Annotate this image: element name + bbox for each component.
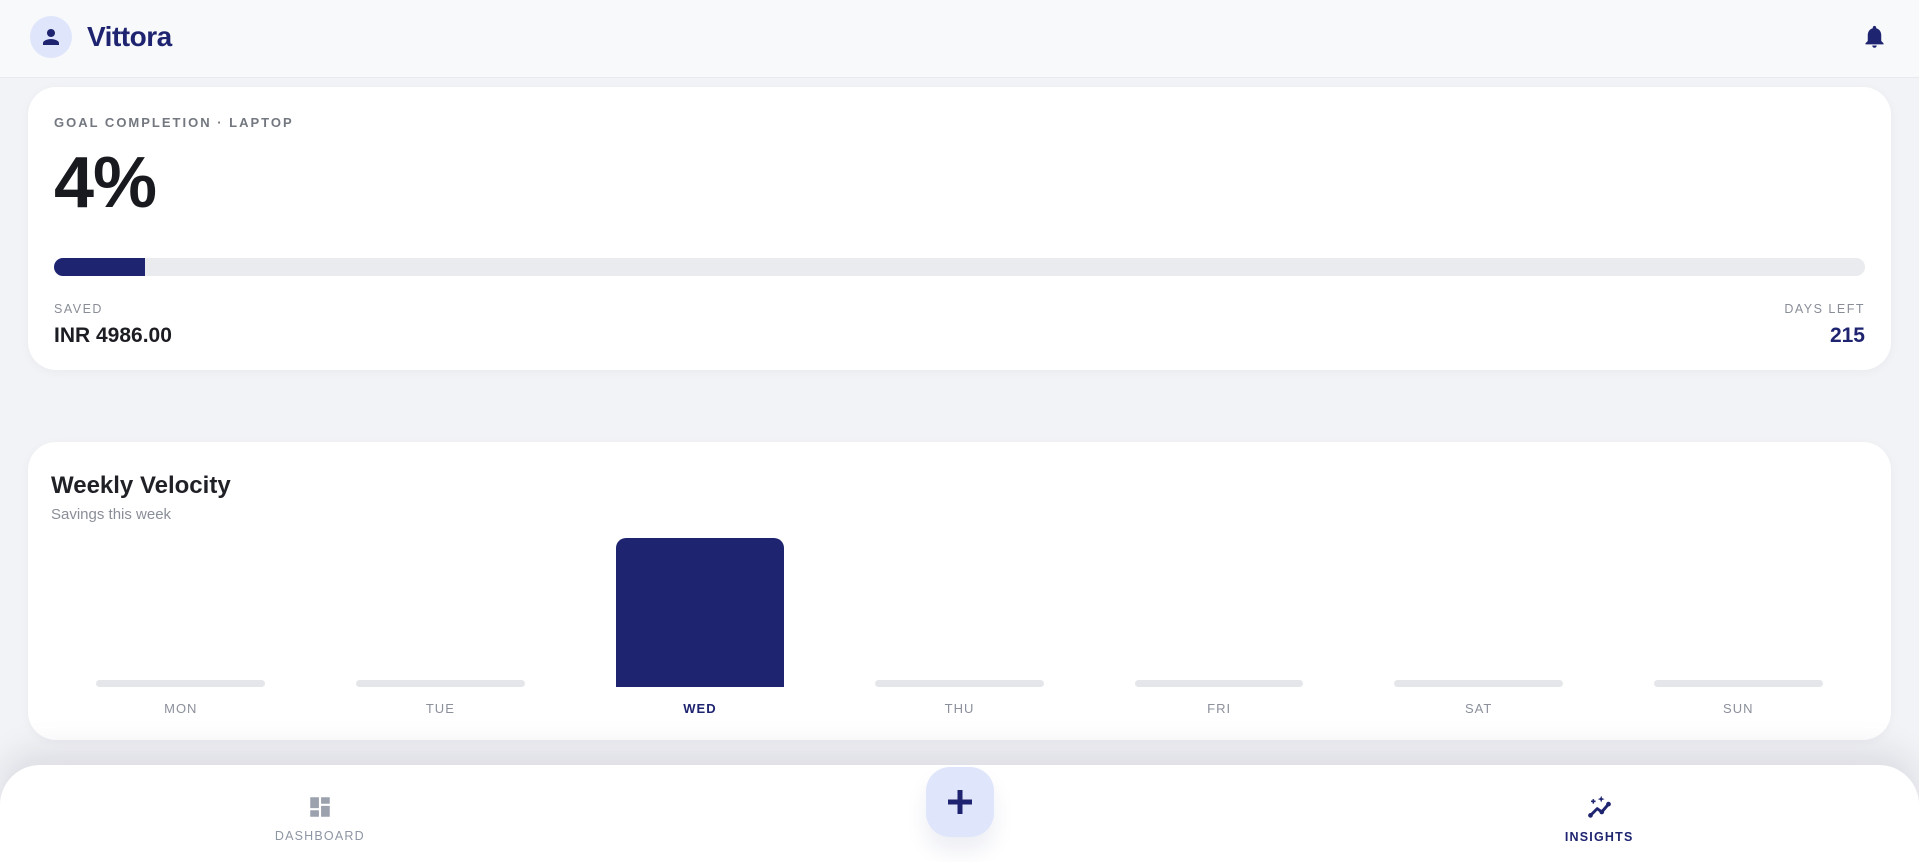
zero-baseline-bar [356, 680, 525, 687]
saved-value: INR 4986.00 [54, 324, 172, 347]
chart-x-label: TUE [425, 701, 455, 716]
plus-icon [942, 784, 978, 820]
notifications-button[interactable] [1860, 23, 1888, 51]
main-content: GOAL COMPLETION · LAPTOP 4% SAVED INR 49… [0, 87, 1919, 740]
chart-column: SAT [1349, 537, 1609, 716]
goal-percent-value: 4% [54, 143, 157, 223]
insights-icon [1586, 794, 1613, 821]
days-left-stat: DAYS LEFT 215 [1784, 302, 1865, 348]
profile-avatar[interactable] [30, 15, 72, 58]
bar-zone [1089, 537, 1349, 687]
saved-stat: SAVED INR 4986.00 [54, 302, 172, 348]
chart-x-label: SAT [1465, 701, 1493, 716]
nav-item-insights[interactable]: INSIGHTS [1565, 765, 1634, 844]
weekly-velocity-subtitle: Savings this week [51, 506, 172, 523]
nav-label-dashboard: DASHBOARD [274, 829, 365, 843]
bar-zone [570, 537, 830, 687]
goal-completion-card: GOAL COMPLETION · LAPTOP 4% SAVED INR 49… [28, 87, 1891, 370]
goal-stats-row: SAVED INR 4986.00 DAYS LEFT 215 [54, 302, 1865, 348]
bar-zone [830, 537, 1090, 687]
dashboard-icon [307, 794, 333, 820]
bar-zone [1349, 537, 1609, 687]
goal-progress-track [54, 258, 1865, 276]
chart-column: FRI [1089, 537, 1349, 716]
nav-cell-dashboard: DASHBOARD [0, 765, 640, 843]
weekly-velocity-card: Weekly Velocity Savings this week MON TUE… [28, 442, 1891, 740]
zero-baseline-bar [875, 680, 1044, 687]
zero-baseline-bar [1653, 680, 1823, 687]
chart-column: THU [830, 537, 1090, 716]
person-icon [39, 25, 63, 49]
add-button[interactable] [925, 767, 994, 837]
weekly-velocity-title: Weekly Velocity [51, 472, 231, 499]
chart-column: WED [570, 537, 830, 716]
bar-zone [1608, 537, 1868, 687]
nav-cell-add [640, 765, 1280, 837]
chart-x-label: SUN [1723, 701, 1754, 716]
days-left-value: 215 [1829, 324, 1865, 347]
chart-column: TUE [311, 537, 571, 716]
nav-item-dashboard[interactable]: DASHBOARD [275, 765, 365, 843]
goal-progress-fill [54, 258, 145, 276]
chart-column: SUN [1608, 537, 1868, 716]
nav-label-insights: INSIGHTS [1564, 830, 1634, 844]
chart-column: MON [51, 537, 311, 716]
saved-label: SAVED [54, 302, 103, 316]
nav-cell-insights: INSIGHTS [1279, 765, 1919, 844]
bar-zone [51, 537, 311, 687]
chart-x-label: THU [944, 701, 975, 716]
bar [615, 538, 785, 687]
chart-x-label: WED [683, 701, 717, 716]
zero-baseline-bar [1134, 680, 1304, 687]
app-header: Vittora [0, 0, 1919, 78]
weekly-bar-chart: MON TUE WED THU FRI SAT SUN [51, 537, 1868, 716]
zero-baseline-bar [1394, 680, 1564, 687]
bar-zone [311, 537, 571, 687]
days-left-label: DAYS LEFT [1784, 302, 1865, 316]
goal-card-eyebrow: GOAL COMPLETION · LAPTOP [54, 115, 294, 130]
zero-baseline-bar [96, 680, 266, 687]
app-title: Vittora [87, 20, 172, 52]
chart-x-label: FRI [1207, 701, 1232, 716]
chart-x-label: MON [164, 701, 198, 716]
bell-icon [1861, 23, 1888, 50]
bottom-navigation: DASHBOARD INSIGHTS [0, 765, 1919, 862]
